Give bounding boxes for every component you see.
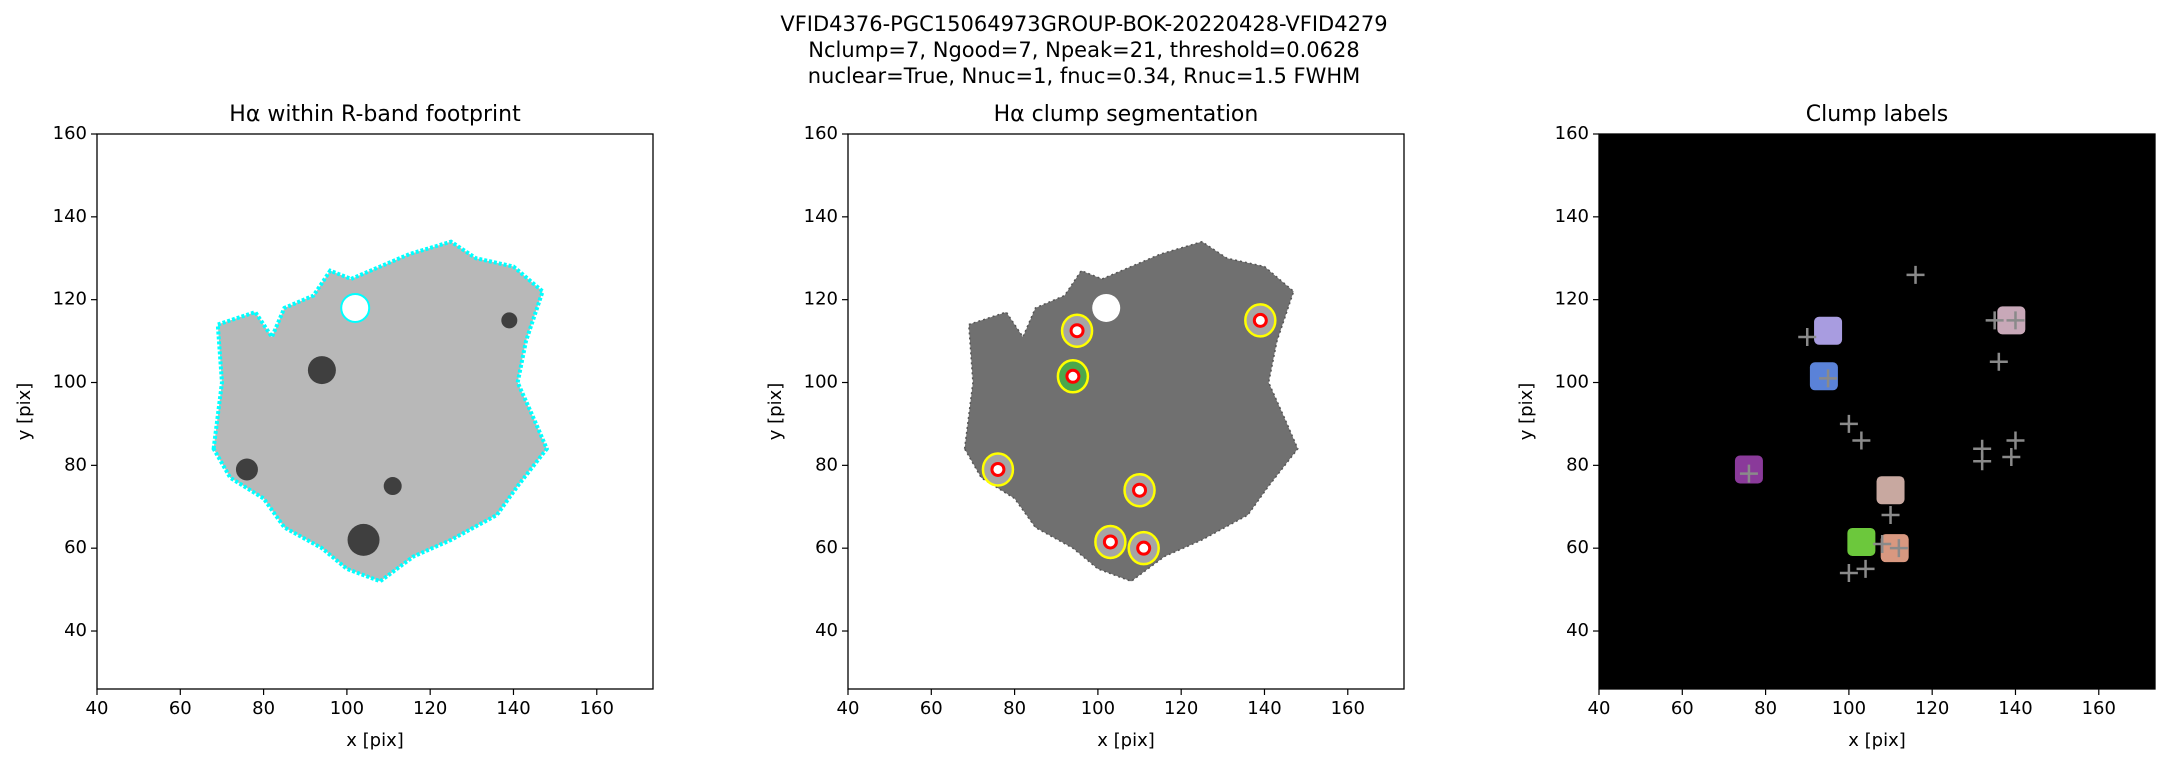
x-tick-label: 120 <box>1164 698 1198 719</box>
y-tick-label: 100 <box>1555 372 1589 393</box>
x-tick-label: 60 <box>169 698 192 719</box>
peak-marker <box>1856 559 1875 578</box>
figure-title: VFID4376-PGC15064973GROUP-BOK-20220428-V… <box>780 12 1387 36</box>
y-tick-label: 140 <box>804 206 838 227</box>
peak-marker <box>1839 564 1858 583</box>
bright-region <box>383 477 402 496</box>
axes <box>848 134 1404 689</box>
mask-hole <box>340 292 371 323</box>
peak-marker <box>1839 414 1858 433</box>
peak-marker <box>2006 431 2025 450</box>
bright-region <box>347 523 380 556</box>
x-tick-label: 160 <box>1331 698 1365 719</box>
y-tick-label: 40 <box>815 620 838 641</box>
image-background <box>1599 134 2155 689</box>
y-tick-label: 120 <box>53 289 87 310</box>
clump-center <box>1069 323 1085 339</box>
figure-subtitle: nuclear=True, Nnuc=1, fnuc=0.34, Rnuc=1.… <box>808 64 1361 88</box>
figure-subtitle: Nclump=7, Ngood=7, Npeak=21, threshold=0… <box>808 38 1360 62</box>
clump-center <box>1065 368 1081 384</box>
y-tick-label: 160 <box>804 123 838 144</box>
x-axis-label: x [pix] <box>1097 730 1155 751</box>
y-axis-label: y [pix] <box>765 383 786 441</box>
peak-marker <box>1906 265 1925 284</box>
peak-marker <box>1739 464 1758 483</box>
x-tick-label: 100 <box>1832 698 1866 719</box>
y-tick-label: 40 <box>1566 620 1589 641</box>
x-tick-label: 100 <box>1081 698 1115 719</box>
x-tick-label: 80 <box>1003 698 1026 719</box>
y-tick-label: 140 <box>1555 206 1589 227</box>
x-tick-label: 40 <box>86 698 109 719</box>
peak-marker <box>1889 539 1908 558</box>
x-tick-label: 80 <box>1754 698 1777 719</box>
peak-marker <box>1973 452 1992 471</box>
peak-marker <box>1881 506 1900 525</box>
clump-label <box>1814 316 1843 345</box>
y-axis-label: y [pix] <box>14 383 35 441</box>
x-tick-label: 40 <box>837 698 860 719</box>
axes-frame <box>1598 133 2156 690</box>
galaxy-image <box>211 239 550 584</box>
x-tick-label: 40 <box>1588 698 1611 719</box>
x-axis-label: x [pix] <box>346 730 404 751</box>
clump-center <box>990 461 1006 477</box>
peak-marker <box>1989 352 2008 371</box>
x-tick-label: 60 <box>920 698 943 719</box>
clump-center <box>1252 312 1268 328</box>
y-tick-label: 60 <box>815 537 838 558</box>
peak-marker <box>2006 311 2025 330</box>
bright-region <box>235 458 258 481</box>
y-tick-label: 120 <box>804 289 838 310</box>
y-tick-label: 140 <box>53 206 87 227</box>
y-tick-label: 160 <box>1555 123 1589 144</box>
y-axis-label: y [pix] <box>1516 383 1537 441</box>
peak-marker <box>1852 431 1871 450</box>
axes <box>1599 134 2155 689</box>
mask-hole <box>1092 293 1121 322</box>
peak-marker <box>2002 448 2021 467</box>
peak-marker <box>1873 535 1892 554</box>
y-tick-label: 80 <box>1566 454 1589 475</box>
clump-label <box>1809 362 1838 391</box>
bright-region <box>501 312 518 329</box>
y-tick-label: 100 <box>804 372 838 393</box>
axes-title: Clump labels <box>1806 102 1948 127</box>
axes-title: Hα clump segmentation <box>994 102 1259 127</box>
galaxy-image <box>963 240 1299 583</box>
x-tick-label: 160 <box>2082 698 2116 719</box>
x-tick-label: 140 <box>1998 698 2032 719</box>
y-tick-label: 160 <box>53 123 87 144</box>
y-tick-label: 120 <box>1555 289 1589 310</box>
x-tick-label: 100 <box>330 698 364 719</box>
x-tick-label: 140 <box>496 698 530 719</box>
y-tick-label: 100 <box>53 372 87 393</box>
peak-marker <box>1819 369 1838 388</box>
clump-label <box>1847 527 1876 556</box>
y-tick-label: 80 <box>815 454 838 475</box>
x-axis-label: x [pix] <box>1848 730 1906 751</box>
x-tick-label: 140 <box>1247 698 1281 719</box>
axes-frame <box>96 133 654 690</box>
x-tick-label: 120 <box>1915 698 1949 719</box>
x-tick-label: 120 <box>413 698 447 719</box>
y-tick-label: 60 <box>1566 537 1589 558</box>
clump-center <box>1136 540 1152 556</box>
y-tick-label: 60 <box>64 537 87 558</box>
axes <box>97 134 653 689</box>
peak-marker <box>1798 327 1817 346</box>
clump-center <box>1132 482 1148 498</box>
y-tick-label: 80 <box>64 454 87 475</box>
clump-label <box>1876 476 1905 505</box>
clump-center <box>1102 534 1118 550</box>
x-tick-label: 160 <box>580 698 614 719</box>
axes-frame <box>847 133 1405 690</box>
bright-region <box>307 356 336 385</box>
y-tick-label: 40 <box>64 620 87 641</box>
x-tick-label: 60 <box>1671 698 1694 719</box>
peak-marker <box>1985 311 2004 330</box>
axes-title: Hα within R-band footprint <box>229 102 521 127</box>
x-tick-label: 80 <box>252 698 275 719</box>
